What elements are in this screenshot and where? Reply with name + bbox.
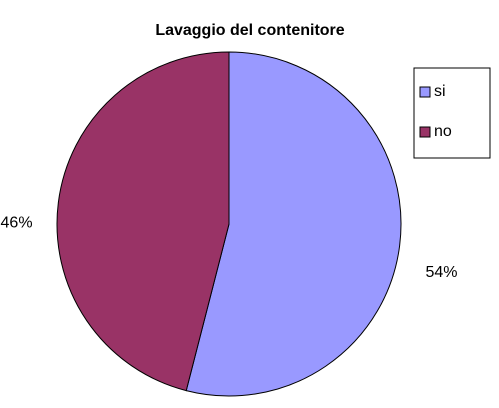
legend-swatch bbox=[419, 126, 431, 138]
legend-label: si bbox=[434, 83, 446, 100]
pie-slice bbox=[56, 51, 230, 392]
pie-slice bbox=[185, 51, 402, 397]
legend-label: no bbox=[434, 123, 452, 140]
chart-title: Lavaggio del contenitore bbox=[155, 22, 344, 39]
legend-swatch bbox=[419, 86, 431, 98]
data-label: 46% bbox=[1, 214, 33, 231]
data-label: 54% bbox=[425, 264, 457, 281]
legend-box bbox=[413, 67, 491, 159]
